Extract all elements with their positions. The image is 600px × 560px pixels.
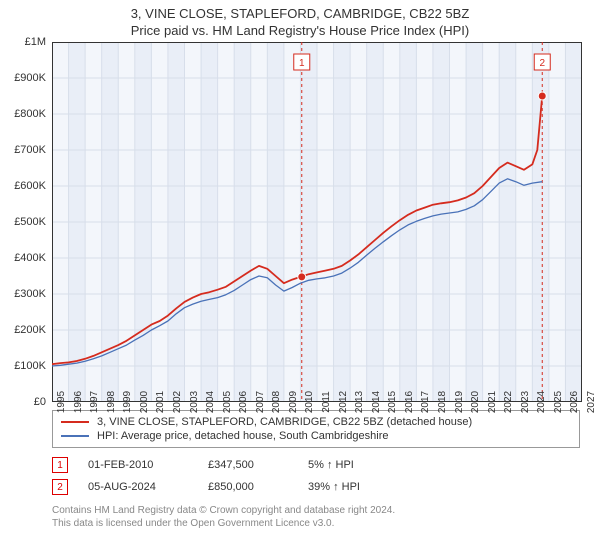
- x-tick-label: 2020: [466, 391, 481, 413]
- legend-swatch-1: [61, 421, 89, 423]
- marker-box-2: 2: [52, 479, 68, 495]
- x-tick-label: 2016: [400, 391, 415, 413]
- x-tick-label: 2025: [549, 391, 564, 413]
- y-tick-label: £300K: [14, 288, 52, 300]
- x-tick-label: 2012: [334, 391, 349, 413]
- x-tick-label: 2015: [383, 391, 398, 413]
- x-tick-label: 1996: [69, 391, 84, 413]
- legend-swatch-2: [61, 435, 89, 437]
- plot-svg: 12: [52, 42, 582, 402]
- x-tick-label: 1999: [118, 391, 133, 413]
- data-table: 1 01-FEB-2010 £347,500 5% ↑ HPI 2 05-AUG…: [52, 454, 580, 498]
- x-tick-label: 2021: [483, 391, 498, 413]
- x-tick-label: 2010: [300, 391, 315, 413]
- x-tick-label: 2007: [251, 391, 266, 413]
- x-tick-label: 2027: [582, 391, 597, 413]
- x-tick-label: 2023: [516, 391, 531, 413]
- svg-text:1: 1: [299, 58, 305, 69]
- marker-box-1: 1: [52, 457, 68, 473]
- footer-line1: Contains HM Land Registry data © Crown c…: [52, 504, 580, 517]
- x-tick-label: 2026: [565, 391, 580, 413]
- x-tick-label: 2001: [151, 391, 166, 413]
- x-tick-label: 2005: [218, 391, 233, 413]
- x-tick-label: 1997: [85, 391, 100, 413]
- x-tick-label: 2013: [350, 391, 365, 413]
- y-tick-label: £900K: [14, 72, 52, 84]
- y-tick-label: £0: [34, 396, 52, 408]
- x-tick-label: 2000: [135, 391, 150, 413]
- x-tick-label: 1995: [52, 391, 67, 413]
- legend-box: 3, VINE CLOSE, STAPLEFORD, CAMBRIDGE, CB…: [52, 410, 580, 448]
- svg-text:2: 2: [539, 58, 545, 69]
- x-tick-label: 2003: [185, 391, 200, 413]
- legend-text-1: 3, VINE CLOSE, STAPLEFORD, CAMBRIDGE, CB…: [97, 416, 472, 428]
- data-row-2: 2 05-AUG-2024 £850,000 39% ↑ HPI: [52, 476, 580, 498]
- y-tick-label: £100K: [14, 360, 52, 372]
- legend-row-1: 3, VINE CLOSE, STAPLEFORD, CAMBRIDGE, CB…: [61, 415, 571, 429]
- x-tick-label: 2009: [284, 391, 299, 413]
- y-tick-label: £200K: [14, 324, 52, 336]
- x-tick-label: 2006: [234, 391, 249, 413]
- y-tick-label: £800K: [14, 108, 52, 120]
- y-tick-label: £600K: [14, 180, 52, 192]
- data-row-1: 1 01-FEB-2010 £347,500 5% ↑ HPI: [52, 454, 580, 476]
- data-row-1-pct: 5% ↑ HPI: [308, 459, 398, 471]
- y-tick-label: £400K: [14, 252, 52, 264]
- x-tick-label: 2017: [416, 391, 431, 413]
- chart-container: 3, VINE CLOSE, STAPLEFORD, CAMBRIDGE, CB…: [0, 0, 600, 560]
- data-row-1-price: £347,500: [208, 459, 288, 471]
- y-tick-label: £500K: [14, 216, 52, 228]
- x-tick-label: 2022: [499, 391, 514, 413]
- chart-title-line1: 3, VINE CLOSE, STAPLEFORD, CAMBRIDGE, CB…: [0, 0, 600, 21]
- x-tick-label: 2004: [201, 391, 216, 413]
- x-tick-label: 2014: [367, 391, 382, 413]
- chart-title-line2: Price paid vs. HM Land Registry's House …: [0, 21, 600, 42]
- x-tick-label: 2019: [450, 391, 465, 413]
- x-tick-label: 1998: [102, 391, 117, 413]
- footer-line2: This data is licensed under the Open Gov…: [52, 517, 580, 530]
- footer: Contains HM Land Registry data © Crown c…: [52, 504, 580, 530]
- x-tick-label: 2011: [317, 391, 332, 413]
- data-row-2-price: £850,000: [208, 481, 288, 493]
- data-row-2-date: 05-AUG-2024: [88, 481, 188, 493]
- data-row-2-pct: 39% ↑ HPI: [308, 481, 398, 493]
- x-tick-label: 2008: [267, 391, 282, 413]
- y-tick-label: £1M: [25, 36, 52, 48]
- x-tick-label: 2024: [532, 391, 547, 413]
- legend-text-2: HPI: Average price, detached house, Sout…: [97, 430, 388, 442]
- x-tick-label: 2018: [433, 391, 448, 413]
- data-row-1-date: 01-FEB-2010: [88, 459, 188, 471]
- x-tick-label: 2002: [168, 391, 183, 413]
- plot-area: 12 1995199619971998199920002001200220032…: [52, 42, 582, 402]
- y-tick-label: £700K: [14, 144, 52, 156]
- legend-row-2: HPI: Average price, detached house, Sout…: [61, 429, 571, 443]
